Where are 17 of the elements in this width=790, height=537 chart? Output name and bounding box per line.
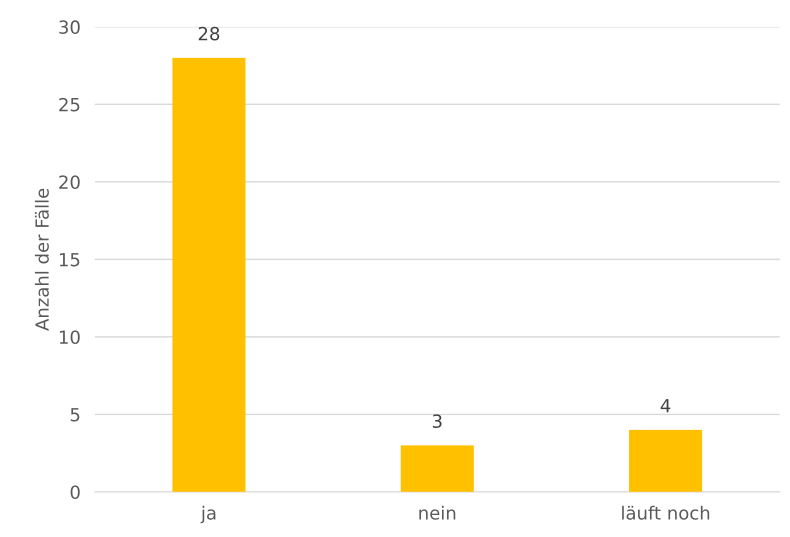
y-tick-label: 30 — [59, 20, 80, 34]
x-tick-label: läuft noch — [622, 506, 710, 520]
data-label: 3 — [432, 414, 442, 428]
x-tick-label: nein — [419, 506, 456, 520]
y-tick-label: 15 — [60, 253, 80, 266]
y-axis-title: Anzahl der Fälle — [34, 188, 49, 331]
y-tick-label: 5 — [70, 408, 80, 422]
y-tick-label: 25 — [59, 98, 80, 112]
x-tick-label: ja — [200, 506, 216, 524]
y-tick-label: 20 — [59, 175, 80, 189]
y-tick-label: 10 — [60, 330, 80, 344]
bar — [172, 58, 246, 492]
y-tick-label: 0 — [70, 485, 80, 500]
data-label: 28 — [198, 26, 220, 40]
data-label: 4 — [660, 399, 670, 412]
bar — [629, 430, 702, 492]
bar — [400, 445, 474, 492]
